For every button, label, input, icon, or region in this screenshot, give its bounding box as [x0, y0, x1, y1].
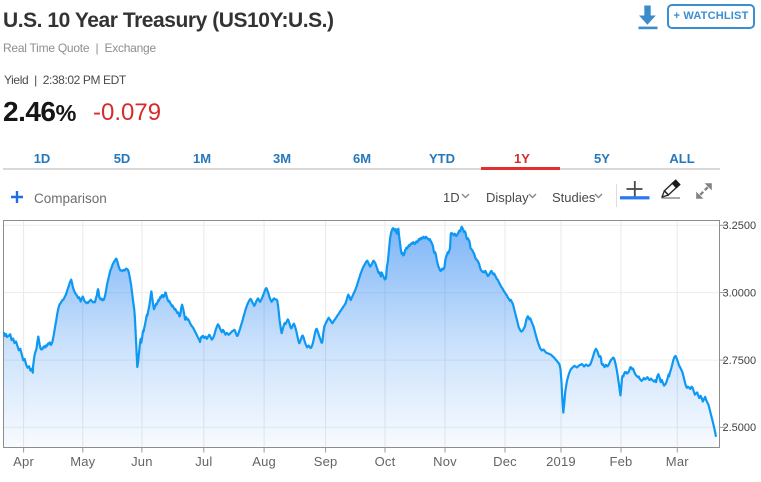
svg-text:Oct: Oct: [375, 454, 396, 469]
svg-text:Feb: Feb: [609, 454, 632, 469]
svg-text:Sep: Sep: [314, 454, 338, 469]
svg-text:Jun: Jun: [131, 454, 153, 469]
svg-text:2.7500: 2.7500: [723, 355, 757, 367]
svg-text:3.0000: 3.0000: [723, 287, 757, 299]
svg-text:Dec: Dec: [493, 454, 517, 469]
svg-text:3.2500: 3.2500: [723, 220, 757, 232]
svg-text:May: May: [70, 454, 95, 469]
svg-text:Jul: Jul: [195, 454, 212, 469]
svg-text:2019: 2019: [546, 454, 576, 469]
svg-text:2.5000: 2.5000: [723, 422, 757, 434]
svg-text:Nov: Nov: [433, 454, 457, 469]
svg-text:Apr: Apr: [13, 454, 34, 469]
svg-text:Mar: Mar: [666, 454, 689, 469]
svg-text:Aug: Aug: [252, 454, 276, 469]
